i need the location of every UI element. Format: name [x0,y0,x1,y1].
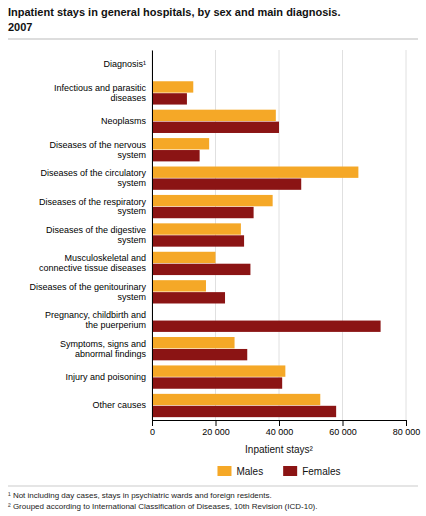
y-tick: Diseases of the genitourinarysystem [29,282,152,302]
bar [152,394,320,405]
y-tick-label: Diseases of the nervoussystem [49,140,146,160]
y-tick: Diseases of the circulatorysystem [40,168,152,188]
y-tick-label: Infectious and parasiticdiseases [54,83,147,103]
plot: 0 20 000 40 000 60 000 80 000 Diagnosis¹ Infec… [29,50,420,437]
bar [152,377,282,388]
footnote-separator [8,486,418,487]
legend-item: Females [283,466,340,477]
x-axis-title: Inpatient stays² [245,444,313,455]
legend-swatch [217,466,231,476]
bar [152,122,279,133]
x-tick: 40 000 [266,420,294,437]
x-axis-line [153,421,407,427]
y-tick: Diseases of the nervoussystem [49,140,152,160]
y-tick-label: Musculoskeletal andconnective tissue dis… [39,253,147,273]
bar [152,93,187,104]
y-tick-label: Injury and poisoning [65,372,146,382]
y-tick: Musculoskeletal andconnective tissue dis… [39,253,152,273]
bar [152,406,336,417]
legend-swatch [283,466,297,476]
y-axis-line [152,51,153,421]
x-tick-mark [216,420,217,426]
x-tick-label: 40 000 [266,427,294,437]
bar [152,178,301,189]
y-tick-label: Diagnosis¹ [103,59,146,69]
bar [152,110,276,121]
y-tick: Injury and poisoning [65,372,152,382]
y-tick: Pregnancy, childbirth andthe puerperium [45,310,152,330]
bars [152,81,381,417]
bar [152,365,285,376]
x-tick-mark [343,420,344,426]
y-tick-label: Other causes [92,400,146,410]
bar [152,81,193,92]
bar [152,292,225,303]
legend-label: Males [236,466,263,477]
bar [152,195,273,206]
x-tick-label: 60 000 [329,427,357,437]
x-tick-mark [152,420,153,426]
bar [152,280,206,291]
y-tick: Diseases of the respiratorysystem [39,197,152,217]
y-tick-label: Pregnancy, childbirth andthe puerperium [45,310,146,330]
title-separator [8,39,418,40]
x-tick: 60 000 [329,420,357,437]
bar [152,264,250,275]
x-tick-label: 80 000 [393,427,421,437]
grid-line [152,50,153,420]
y-tick-label: Diseases of the respiratorysystem [39,197,147,217]
grid-line [279,50,280,420]
bar [152,252,216,263]
y-tick-label: Diseases of the circulatorysystem [40,168,146,188]
footnote: ² Grouped according to International Cla… [8,502,317,511]
legend-item: Males [217,466,263,477]
x-tick-label: 20 000 [202,427,230,437]
y-tick: Symptoms, signs andabnormal findings [60,339,152,359]
bar [152,337,235,348]
y-tick: Neoplasms [101,116,152,126]
y-tick-label: Symptoms, signs andabnormal findings [60,339,147,359]
y-tick: Infectious and parasiticdiseases [54,83,152,103]
bar [152,167,358,178]
y-tick-label: Neoplasms [101,116,147,126]
x-tick-mark [406,420,407,426]
grid [152,50,406,420]
y-tick-label: Diseases of the genitourinarysystem [29,282,146,302]
bar [152,349,247,360]
x-tick-label: 0 [150,427,155,437]
bar [152,235,244,246]
bar [152,150,200,161]
bar [152,207,254,218]
y-tick-label: Diseases of the digestivesystem [46,225,146,245]
grid-line [406,50,407,420]
x-tick-mark [279,420,280,426]
y-tick: Other causes [92,400,152,410]
chart: Inpatient stays in general hospitals, by… [0,0,426,516]
grid-line [342,50,343,420]
y-tick: Diagnosis¹ [103,59,152,69]
bar [152,138,209,149]
y-tick: Diseases of the digestivesystem [46,225,152,245]
grid-line [215,50,216,420]
legend-label: Females [302,466,340,477]
legend: Males Females [217,466,340,477]
x-tick: 80 000 [393,420,421,437]
y-axis: Diagnosis¹ Infectious and parasiticdiseas… [29,51,152,421]
subtitle: 2007 [8,21,32,33]
bar [152,321,381,332]
footnote: ¹ Not including day cases, stays in psyc… [8,491,272,500]
x-tick: 0 [150,420,155,437]
x-axis: 0 20 000 40 000 60 000 80 000 [150,420,420,437]
bar [152,223,241,234]
x-tick: 20 000 [202,420,230,437]
title: Inpatient stays in general hospitals, by… [8,6,341,18]
